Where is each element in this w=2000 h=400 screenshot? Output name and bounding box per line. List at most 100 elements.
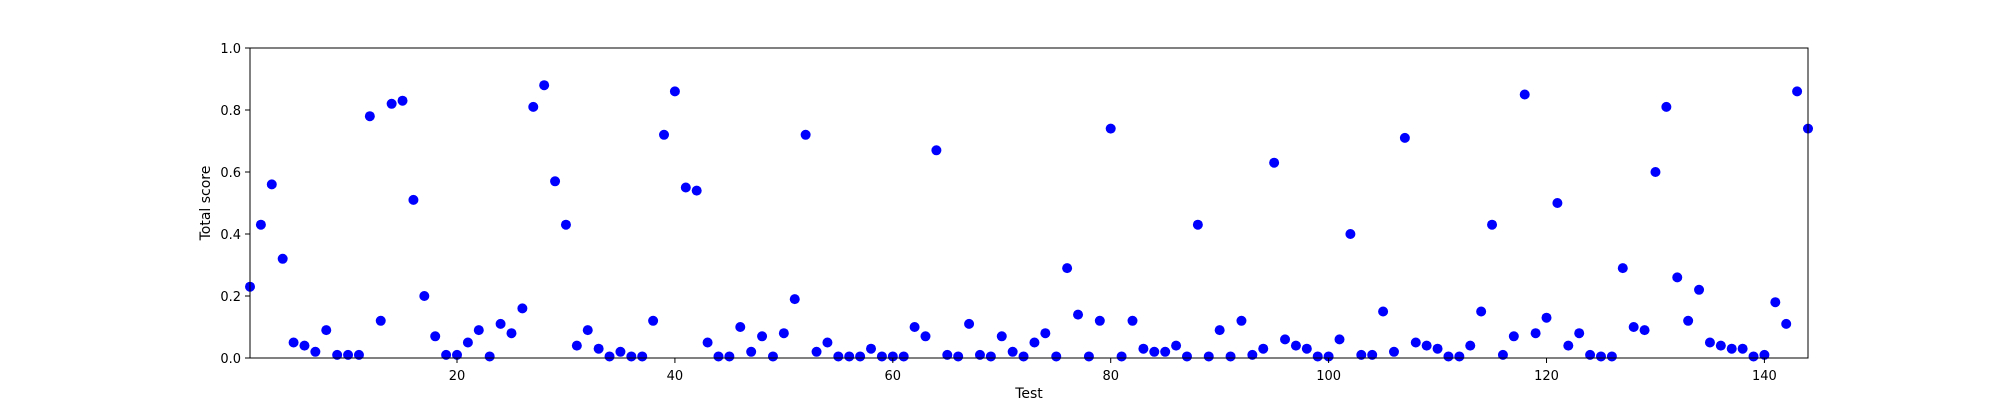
data-point xyxy=(1105,123,1116,134)
data-point xyxy=(1334,334,1345,345)
data-point xyxy=(506,328,517,339)
data-point xyxy=(1138,343,1149,354)
data-point xyxy=(517,303,528,314)
data-point xyxy=(1062,263,1073,274)
data-point xyxy=(898,351,909,362)
data-point xyxy=(1127,315,1138,326)
data-point xyxy=(1345,229,1356,239)
data-point xyxy=(321,325,332,336)
data-point xyxy=(931,145,942,156)
data-point xyxy=(484,351,495,362)
data-point xyxy=(1683,315,1694,326)
data-point xyxy=(1770,297,1781,308)
data-point xyxy=(1116,351,1127,362)
data-point xyxy=(550,176,561,187)
data-point xyxy=(1214,325,1225,336)
data-point xyxy=(1073,309,1084,320)
data-point xyxy=(408,194,419,205)
data-point xyxy=(778,328,789,339)
data-point xyxy=(1487,219,1498,230)
y-tick-label: 0.0 xyxy=(220,352,241,367)
data-point xyxy=(310,346,321,357)
data-point xyxy=(1530,328,1541,339)
data-point xyxy=(1301,343,1312,354)
data-point xyxy=(735,322,746,332)
data-point xyxy=(974,349,985,360)
data-point xyxy=(1083,351,1094,362)
data-point xyxy=(343,349,354,360)
data-point xyxy=(1388,346,1399,357)
data-point xyxy=(1192,219,1203,230)
data-point xyxy=(1378,306,1389,317)
data-point xyxy=(1247,349,1258,360)
data-point xyxy=(1181,351,1192,362)
data-point xyxy=(811,346,822,357)
data-point xyxy=(1519,89,1530,100)
data-point xyxy=(375,315,386,326)
y-tick-label: 0.6 xyxy=(220,166,241,181)
data-point xyxy=(1563,340,1574,351)
data-point xyxy=(1203,351,1214,362)
data-point xyxy=(1497,349,1508,360)
data-point xyxy=(1432,343,1443,354)
data-point xyxy=(1574,328,1585,339)
data-point xyxy=(1356,349,1367,360)
data-point xyxy=(1639,325,1650,336)
data-point xyxy=(1792,86,1803,97)
data-point xyxy=(266,179,277,190)
x-tick-label: 60 xyxy=(885,369,902,384)
data-point xyxy=(833,351,844,362)
x-tick-label: 80 xyxy=(1102,369,1119,384)
data-point xyxy=(866,343,877,354)
data-points xyxy=(245,80,1813,362)
data-point xyxy=(1628,322,1639,332)
data-point xyxy=(1290,340,1301,351)
data-point xyxy=(1781,318,1792,329)
data-point xyxy=(985,351,996,362)
data-point xyxy=(1258,343,1269,354)
data-point xyxy=(288,337,299,348)
data-point xyxy=(560,219,571,230)
data-point xyxy=(920,331,931,342)
data-point xyxy=(996,331,1007,342)
data-point xyxy=(593,343,604,354)
data-point xyxy=(495,318,506,329)
data-point xyxy=(1367,349,1378,360)
data-point xyxy=(255,219,266,230)
data-point xyxy=(1694,284,1705,295)
data-point xyxy=(1007,346,1018,357)
data-point xyxy=(1606,351,1617,362)
data-point xyxy=(1171,340,1182,351)
data-point xyxy=(1443,351,1454,362)
data-point xyxy=(277,253,288,264)
data-point xyxy=(1018,351,1029,362)
data-point xyxy=(822,337,833,348)
data-point xyxy=(1421,340,1432,351)
data-point xyxy=(964,318,975,329)
data-point xyxy=(1759,349,1770,360)
data-point xyxy=(473,325,484,336)
data-point xyxy=(1476,306,1487,317)
data-point xyxy=(1051,351,1062,362)
x-axis-ticks: 20 40 60 80 100 120 140 xyxy=(449,358,1777,384)
data-point xyxy=(1715,340,1726,351)
data-point xyxy=(909,322,920,332)
data-point xyxy=(1094,315,1105,326)
data-point xyxy=(430,331,441,342)
data-point xyxy=(1225,351,1236,362)
data-point xyxy=(746,346,757,357)
data-point xyxy=(855,351,866,362)
data-point xyxy=(1617,263,1628,274)
y-tick-label: 0.4 xyxy=(220,228,241,243)
data-point xyxy=(1508,331,1519,342)
data-point xyxy=(441,349,452,360)
data-point xyxy=(571,340,582,351)
y-tick-label: 1.0 xyxy=(220,42,241,57)
data-point xyxy=(1726,343,1737,354)
data-point xyxy=(702,337,713,348)
data-point xyxy=(942,349,953,360)
data-point xyxy=(386,98,397,109)
data-point xyxy=(637,351,648,362)
